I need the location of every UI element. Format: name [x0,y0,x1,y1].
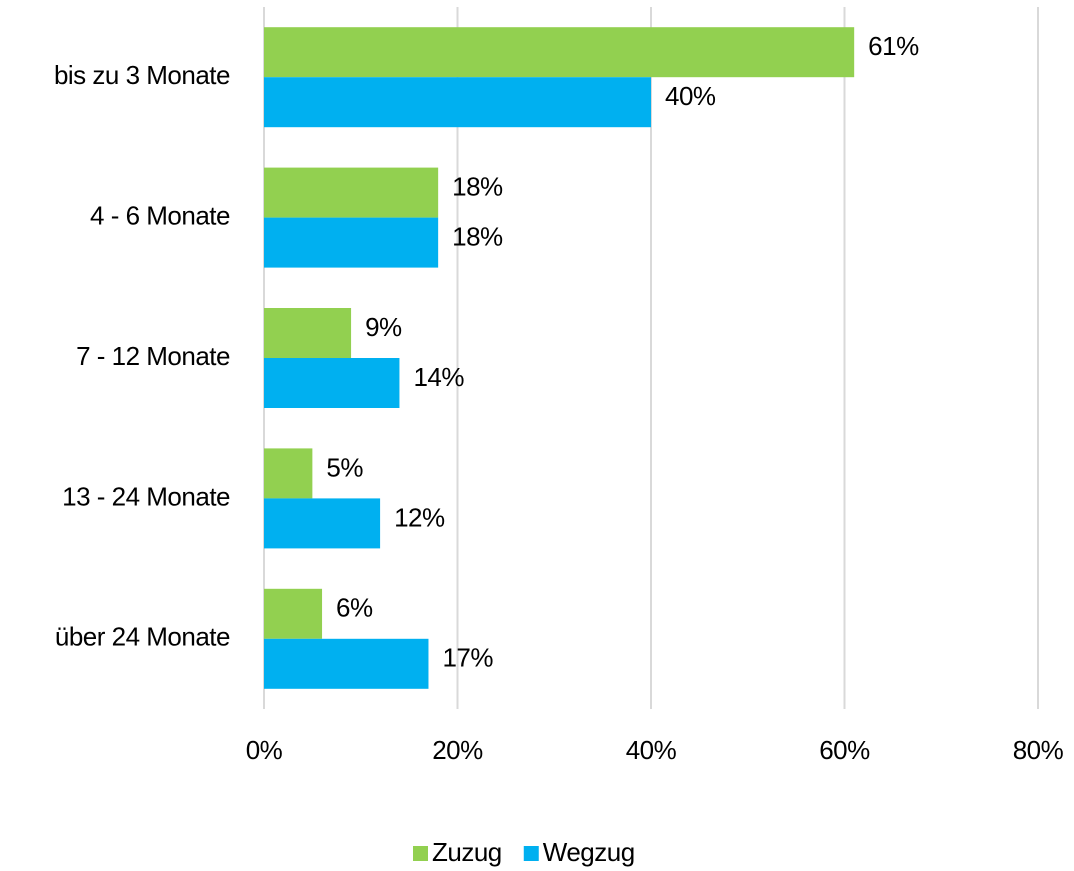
y-tick-label: 7 - 12 Monate [76,341,230,371]
bar [264,77,651,128]
data-label: 61% [868,31,919,61]
y-tick-label: 4 - 6 Monate [90,200,230,230]
x-tick-label: 20% [432,735,483,765]
legend-label: Wegzug [543,837,635,867]
data-label: 18% [452,221,503,251]
legend-label: Zuzug [432,837,502,867]
x-tick-label: 60% [819,735,870,765]
bar [264,167,439,218]
bar [264,27,855,78]
data-label: 40% [665,81,716,111]
data-label: 18% [452,171,503,201]
bar [264,358,400,408]
bar [264,217,439,268]
data-label: 6% [336,593,373,623]
data-label: 17% [442,643,493,673]
legend-swatch [523,846,539,861]
y-tick-label: über 24 Monate [55,622,230,652]
bar [264,308,352,358]
data-label: 5% [326,452,363,482]
bar [264,498,381,549]
bar [264,448,313,499]
bar [264,588,323,639]
bar [264,638,429,689]
x-tick-label: 0% [246,735,283,765]
y-tick-label: bis zu 3 Monate [54,60,230,90]
data-label: 14% [413,362,464,392]
data-label: 12% [394,502,445,532]
y-tick-label: 13 - 24 Monate [62,481,230,511]
x-tick-label: 80% [1013,735,1064,765]
legend-swatch [413,846,428,861]
data-label: 9% [365,312,402,342]
x-tick-label: 40% [626,735,677,765]
